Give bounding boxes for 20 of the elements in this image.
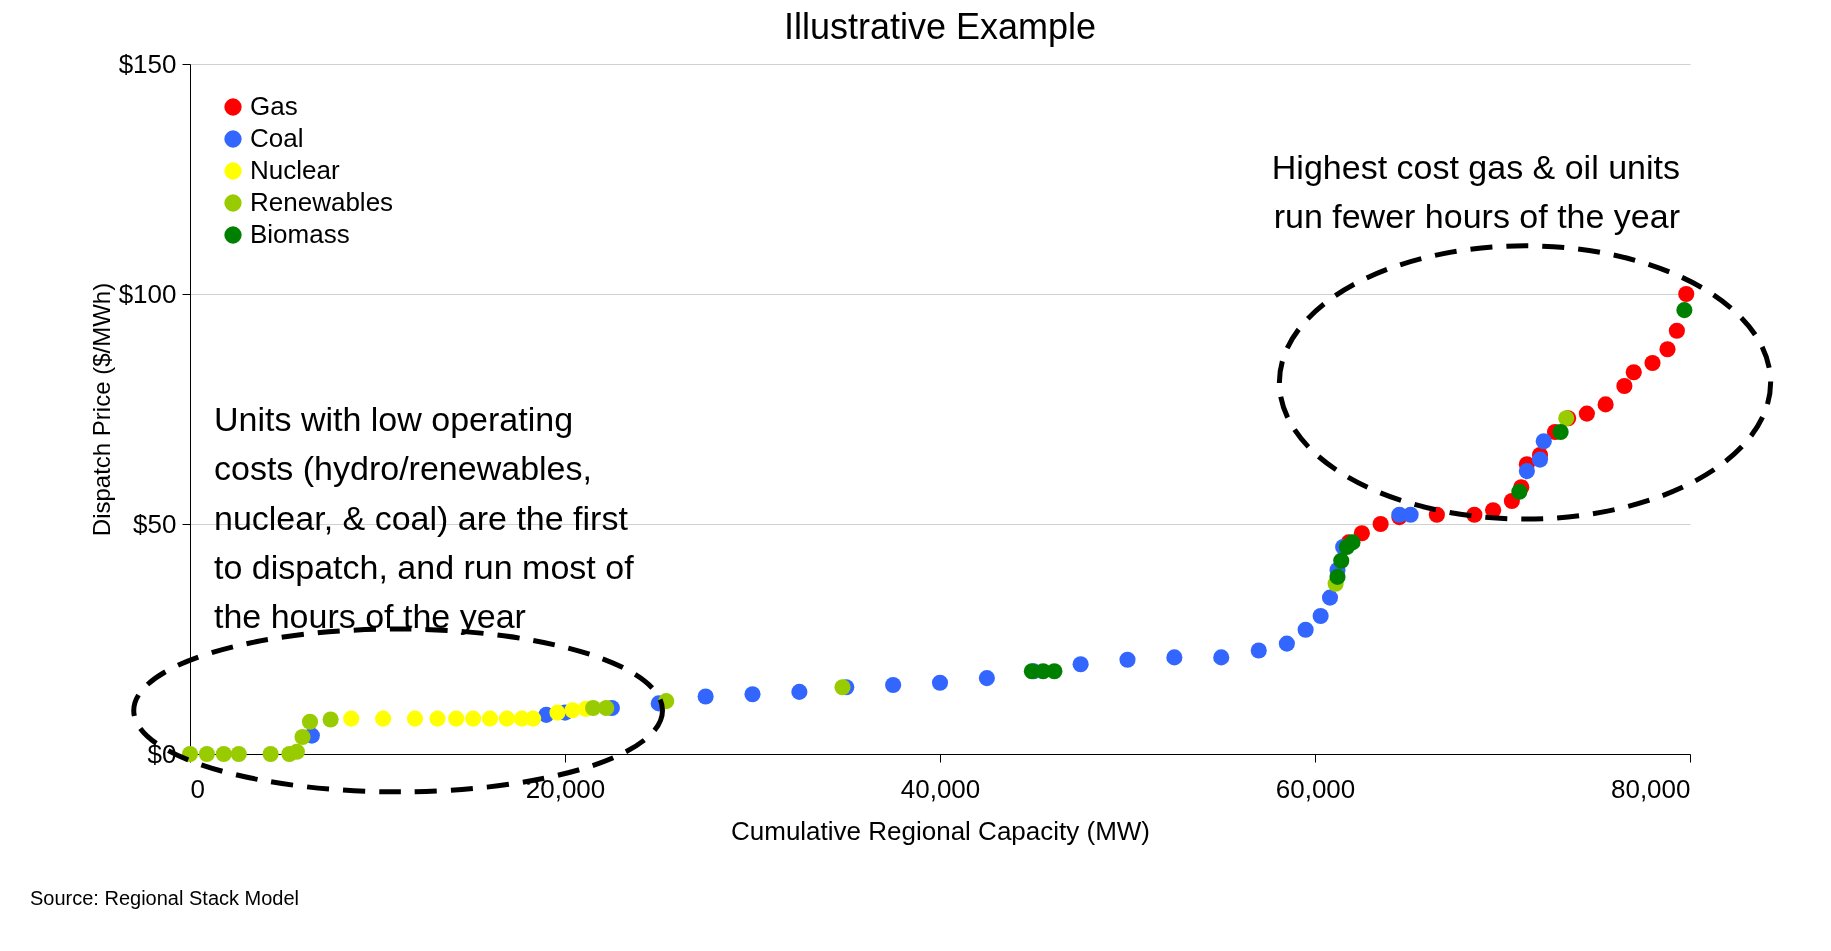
x-tick-label: 20,000 [525,773,606,804]
annotation: Units with low operating costs (hydro/renewables, nuclear, & coal) are the first to dispatch, and run most of the hours of the year [214,400,635,636]
x-tick-label: 0 [190,773,205,804]
chart-title: Illustrative Example [783,6,1097,47]
y-tick-label: $100 [118,278,177,309]
y-tick-label: $50 [133,508,177,539]
y-axis-title: Dispatch Price ($/MWh) [87,282,115,537]
x-tick-label: 60,000 [1275,773,1356,804]
annotation: Highest cost gas & oil units run fewer hours of the year [1271,148,1680,236]
x-axis-title: Cumulative Regional Capacity (MW) [730,815,1151,846]
legend-label: Renewables [250,187,394,217]
x-tick-label: 80,000 [1610,773,1691,804]
y-tick-label: $0 [147,738,177,769]
legend-label: Nuclear [250,155,340,185]
legend-label: Gas [250,91,298,121]
source-note: Source: Regional Stack Model [30,887,300,909]
y-tick-label: $150 [118,48,177,79]
legend-label: Biomass [250,219,350,249]
x-tick-label: 40,000 [900,773,981,804]
legend-label: Coal [250,123,304,153]
